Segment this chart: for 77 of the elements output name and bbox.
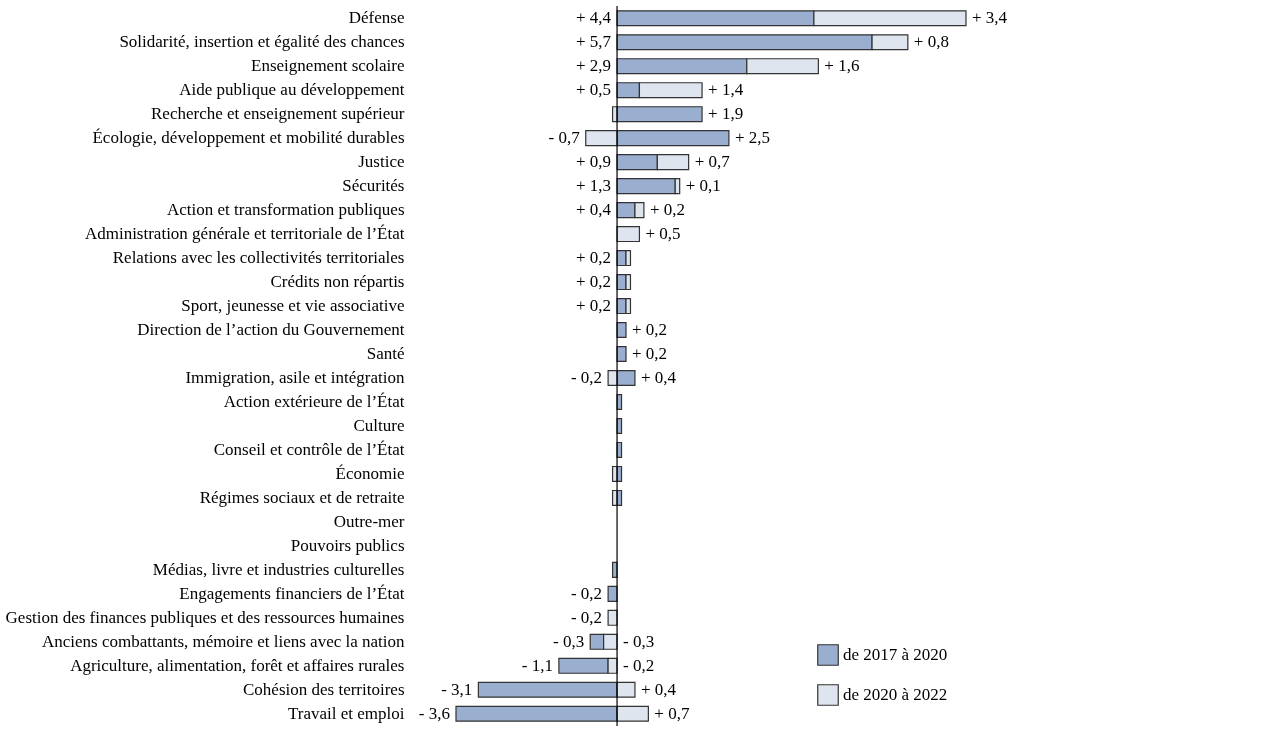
legend-label: de 2020 à 2022 xyxy=(843,685,948,704)
y-tick-label: Gestion des finances publiques et des ressources humaines xyxy=(5,607,405,627)
bar xyxy=(616,369,636,387)
y-tick-label: Écologie, développement et mobilité durables xyxy=(92,128,405,148)
data-label: + 0,5 xyxy=(645,224,681,244)
y-tick-label: Économie xyxy=(335,463,405,483)
y-tick-label: Sport, jeunesse et vie associative xyxy=(181,296,405,316)
y-tick-label: Défense xyxy=(348,8,405,28)
data-label: + 0,8 xyxy=(913,32,949,52)
bar xyxy=(616,106,703,123)
data-label: - 0,2 xyxy=(570,607,603,627)
y-tick-label: Sécurités xyxy=(342,176,405,196)
data-label: - 0,3 xyxy=(553,631,585,651)
y-tick-label: Immigration, asile et intégration xyxy=(185,367,405,387)
y-tick-label: Santé xyxy=(366,344,405,364)
bar xyxy=(455,705,618,722)
data-label: + 0,2 xyxy=(575,296,612,316)
bar xyxy=(585,130,618,147)
data-label: + 1,3 xyxy=(575,176,612,196)
data-label: + 0,4 xyxy=(640,679,677,699)
data-label: + 1,6 xyxy=(824,56,860,76)
y-tick-label: Direction de l’action du Gouvernement xyxy=(137,320,405,340)
data-label: + 0,1 xyxy=(685,176,721,196)
bar xyxy=(616,178,676,195)
y-tick-label: Cohésion des territoires xyxy=(243,679,405,699)
y-tick-label: Médias, livre et industries culturelles xyxy=(152,559,405,579)
y-tick-label: Relations avec les collectivités territoriales xyxy=(112,248,405,268)
data-label: + 4,4 xyxy=(575,8,612,28)
y-tick-label: Aide publique au développement xyxy=(179,80,405,100)
bar xyxy=(477,681,618,698)
data-label: + 0,7 xyxy=(694,152,731,172)
legend-label: de 2017 à 2020 xyxy=(843,645,948,664)
data-label: + 1,4 xyxy=(708,80,744,100)
data-label: + 0,2 xyxy=(632,344,668,364)
y-tick-label: Agriculture, alimentation, forêt et affaires rurales xyxy=(70,655,405,675)
y-tick-label: Culture xyxy=(353,415,405,435)
y-tick-label: Crédits non répartis xyxy=(270,272,405,292)
y-tick-label: Engagements financiers de l’État xyxy=(179,583,405,603)
data-label: + 0,2 xyxy=(575,272,612,292)
bar xyxy=(616,681,636,698)
data-label: + 0,5 xyxy=(575,80,612,100)
y-tick-label: Conseil et contrôle de l’État xyxy=(213,439,405,459)
y-tick-label: Action et transformation publiques xyxy=(167,200,405,220)
y-tick-label: Travail et emploi xyxy=(288,703,405,723)
data-label: + 2,9 xyxy=(575,56,612,76)
data-label: - 0,2 xyxy=(570,367,603,387)
y-tick-label: Enseignement scolaire xyxy=(251,56,405,76)
data-label: + 2,5 xyxy=(734,128,770,148)
data-label: - 3,6 xyxy=(418,703,450,723)
data-label: + 1,9 xyxy=(708,104,744,124)
y-tick-label: Anciens combattants, mémoire et liens avec la nation xyxy=(41,631,405,651)
data-label: - 0,2 xyxy=(623,655,655,675)
data-label: + 0,4 xyxy=(575,200,612,220)
data-label: - 0,3 xyxy=(623,631,655,651)
data-label: + 0,2 xyxy=(632,320,668,340)
y-tick-label: Administration générale et territoriale de l’État xyxy=(84,224,405,244)
bar xyxy=(616,130,730,147)
data-label: - 0,7 xyxy=(548,128,581,148)
data-label: - 0,2 xyxy=(570,583,603,603)
y-tick-label: Action extérieure de l’État xyxy=(223,391,405,411)
bar xyxy=(616,705,649,722)
y-tick-label: Justice xyxy=(358,152,405,172)
data-label: + 0,9 xyxy=(575,152,612,172)
data-label: + 0,7 xyxy=(654,703,690,723)
bar xyxy=(616,226,641,243)
y-tick-label: Régimes sociaux et de retraite xyxy=(199,487,405,507)
data-label: + 3,4 xyxy=(972,8,1008,28)
y-tick-label: Pouvoirs publics xyxy=(290,535,405,555)
data-label: - 1,1 xyxy=(521,655,553,675)
y-tick-label: Solidarité, insertion et égalité des chances xyxy=(119,32,405,52)
data-label: - 3,1 xyxy=(441,679,473,699)
data-label: + 0,2 xyxy=(649,200,685,220)
y-tick-label: Recherche et enseignement supérieur xyxy=(151,104,405,124)
y-tick-label: Outre-mer xyxy=(333,511,405,531)
data-label: + 0,4 xyxy=(640,367,677,387)
data-label: + 5,7 xyxy=(575,32,612,52)
data-label: + 0,2 xyxy=(575,248,612,268)
